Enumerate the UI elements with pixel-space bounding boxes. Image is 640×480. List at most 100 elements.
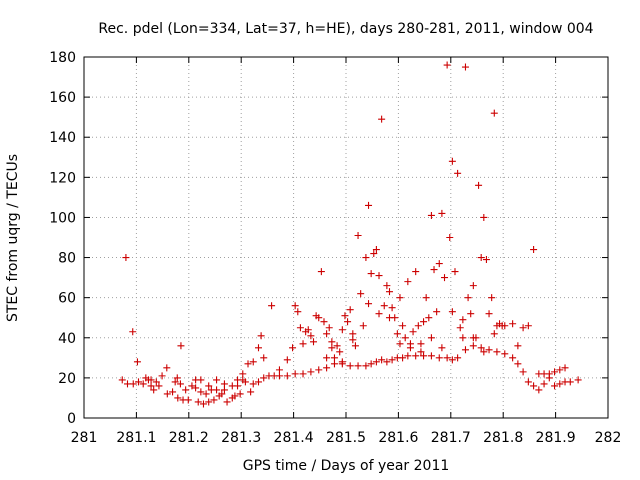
data-point — [461, 63, 469, 71]
data-point — [375, 272, 383, 280]
data-point — [315, 314, 323, 322]
x-tick-label: 281.5 — [326, 430, 366, 446]
x-tick-label: 281 — [71, 430, 98, 446]
data-point — [163, 390, 171, 398]
x-tick-label: 282 — [595, 430, 622, 446]
data-point — [320, 318, 328, 326]
data-point — [283, 372, 291, 380]
data-point — [299, 340, 307, 348]
data-point — [234, 376, 242, 384]
data-point — [380, 302, 388, 310]
data-point — [399, 322, 407, 330]
data-point — [323, 364, 331, 372]
data-point — [467, 310, 475, 318]
data-point — [370, 250, 378, 258]
x-tick-label: 281.9 — [536, 430, 576, 446]
data-point — [509, 354, 517, 362]
data-point — [456, 324, 464, 332]
data-point — [388, 356, 396, 364]
data-point — [551, 382, 559, 390]
data-point — [268, 302, 276, 310]
data-point — [383, 282, 391, 290]
y-tick-label: 40 — [58, 331, 76, 347]
data-point — [427, 334, 435, 342]
data-point — [173, 374, 181, 382]
data-point — [213, 376, 221, 384]
grid-lines — [84, 57, 608, 418]
data-point — [501, 322, 509, 330]
data-point — [341, 312, 349, 320]
data-point — [383, 358, 391, 366]
data-point — [147, 382, 155, 390]
data-point — [202, 390, 210, 398]
data-point — [551, 368, 559, 376]
data-point — [385, 288, 393, 296]
data-point — [354, 362, 362, 370]
data-point — [177, 342, 185, 350]
x-tick-label: 281.4 — [274, 430, 314, 446]
data-point — [188, 382, 196, 390]
data-point — [365, 300, 373, 308]
data-point — [485, 346, 493, 354]
data-point — [409, 328, 417, 336]
data-point — [354, 231, 362, 239]
data-point — [275, 372, 283, 380]
data-point — [427, 352, 435, 360]
data-point — [524, 322, 532, 330]
data-point — [414, 322, 422, 330]
data-point — [396, 340, 404, 348]
data-point — [307, 368, 315, 376]
x-tick-label: 281.7 — [431, 430, 471, 446]
data-point — [220, 386, 228, 394]
data-point — [291, 370, 299, 378]
data-point — [464, 294, 472, 302]
data-point — [310, 338, 318, 346]
y-tick-label: 0 — [67, 411, 76, 427]
data-point — [357, 290, 365, 298]
data-point — [430, 266, 438, 274]
data-point — [561, 364, 569, 372]
data-point — [362, 362, 370, 370]
data-point — [231, 392, 239, 400]
data-point — [338, 358, 346, 366]
data-point — [213, 386, 221, 394]
data-point — [194, 398, 202, 406]
data-point — [417, 340, 425, 348]
data-point — [249, 358, 257, 366]
data-point — [205, 382, 213, 390]
data-point — [254, 344, 262, 352]
y-tick-label: 80 — [58, 251, 76, 267]
data-point — [241, 378, 249, 386]
data-point — [147, 376, 155, 384]
data-point — [349, 330, 357, 338]
data-point — [236, 390, 244, 398]
data-point — [441, 274, 449, 282]
data-point — [158, 372, 166, 380]
data-point — [134, 378, 142, 386]
data-point — [375, 310, 383, 318]
data-point — [260, 374, 268, 382]
data-point — [514, 342, 522, 350]
y-tick-label: 120 — [49, 170, 76, 186]
data-point — [372, 246, 380, 254]
data-point — [294, 308, 302, 316]
y-tick-labels: 0 20 40 60 80 100 120 140 160 180 — [49, 50, 76, 427]
data-point — [129, 380, 137, 388]
data-point — [461, 346, 469, 354]
data-point — [448, 356, 456, 364]
data-point — [210, 396, 218, 404]
data-point — [420, 352, 428, 360]
data-point — [385, 314, 393, 322]
data-point — [469, 282, 477, 290]
data-point — [530, 382, 538, 390]
data-point — [425, 314, 433, 322]
data-point — [275, 366, 283, 374]
data-point — [433, 308, 441, 316]
data-point — [349, 336, 357, 344]
data-point — [509, 320, 517, 328]
data-point — [556, 366, 564, 374]
data-point — [435, 354, 443, 362]
data-point — [396, 294, 404, 302]
data-point — [406, 344, 414, 352]
